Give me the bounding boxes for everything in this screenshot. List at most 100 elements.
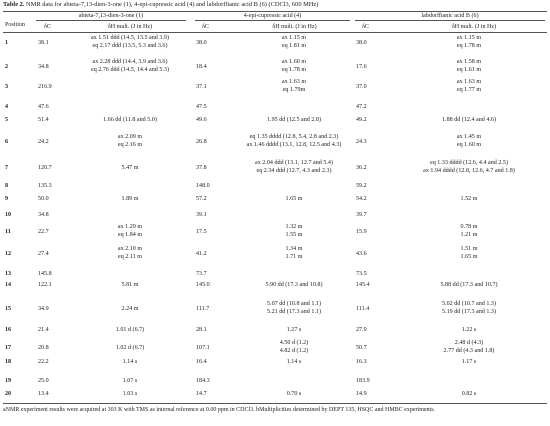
proton-shift: 4.50 d (1.2)	[279, 340, 309, 346]
carbon-shift: 120.7	[38, 165, 52, 171]
top-rule	[3, 11, 547, 12]
proton-shift: 5.81 m	[121, 282, 139, 288]
group-header: 4-epi-cupressic acid (4)	[243, 13, 302, 19]
proton-shift: eq 1.77 m	[456, 87, 482, 93]
carbon-shift: 49.2	[356, 117, 367, 123]
proton-shift: 1.66 dd (11.8 and 5.0)	[103, 117, 157, 123]
carbon-shift: 38.1	[38, 40, 49, 46]
carbon-shift: 34.8	[38, 64, 49, 70]
carbon-shift: 21.4	[38, 327, 49, 333]
proton-shift: ax 1.29 m	[117, 224, 143, 230]
proton-shift: 5.19 dd (17.3 and 1.3)	[442, 309, 496, 315]
row-position: 8	[5, 183, 9, 189]
proton-shift: ax 1.58 m	[456, 59, 482, 65]
carbon-shift: 37.0	[356, 84, 367, 90]
proton-shift: 0.70 s	[286, 391, 302, 397]
row-position: 4	[5, 104, 9, 110]
table-footnote: aNMR experiment results were acquired at…	[3, 407, 436, 413]
bottom-rule	[3, 403, 547, 404]
proton-shift: eq 1.78 m	[281, 67, 307, 73]
proton-shift: ax 2.09 m	[117, 134, 143, 140]
proton-shift: 1.51 m	[460, 246, 478, 252]
proton-shift: 5.90 dd (17.3 and 10.8)	[265, 282, 323, 288]
proton-shift: eq 1.84 m	[117, 232, 143, 238]
proton-shift: 1.14 s	[286, 359, 302, 365]
table-caption: Table 2. NMR data for abieta-7,13-dien-3…	[3, 1, 318, 9]
proton-shift: eq 2.76 ddd (14.5, 14.4 and 5.3)	[90, 67, 170, 73]
dc-header: δC	[362, 24, 369, 30]
proton-shift: 1.17 s	[461, 359, 477, 365]
proton-shift: 1.65 m	[460, 254, 478, 260]
carbon-shift: 39.1	[196, 212, 207, 218]
carbon-shift: 184.3	[196, 378, 210, 384]
proton-shift: eq 1.79m	[282, 87, 306, 93]
group-header: labdorffianic acid B (6)	[421, 13, 479, 19]
carbon-shift: 16.4	[196, 359, 207, 365]
carbon-shift: 135.3	[38, 183, 52, 189]
carbon-shift: 111.4	[356, 306, 370, 312]
carbon-shift: 50.7	[356, 345, 367, 351]
carbon-shift: 28.1	[196, 327, 207, 333]
proton-shift: eq 1.33 dddd (12.6, 4.4 and 2.5)	[429, 160, 509, 166]
proton-shift: 5.02 dd (10.7 and 1.3)	[442, 301, 496, 307]
carbon-shift: 51.4	[38, 117, 49, 123]
proton-shift: 2.77 dd (4.3 and 1.8)	[443, 348, 495, 354]
carbon-shift: 34.9	[38, 306, 49, 312]
row-position: 17	[5, 345, 12, 351]
row-position: 19	[5, 378, 12, 384]
proton-shift: ax 2.04 ddd (13.1, 12.7 and 5.4)	[254, 160, 334, 166]
caption-label: Table 2.	[3, 1, 25, 8]
proton-shift: ax 1.15 m	[281, 35, 307, 41]
proton-shift: eq 1.78 m	[456, 43, 482, 49]
proton-shift: 1.27 s	[286, 327, 302, 333]
proton-shift: ax 1.45 m	[456, 134, 482, 140]
carbon-shift: 14.7	[196, 391, 207, 397]
carbon-shift: 122.1	[38, 282, 52, 288]
carbon-shift: 107.1	[196, 345, 210, 351]
row-position: 14	[5, 282, 12, 288]
carbon-shift: 57.2	[196, 196, 207, 202]
proton-shift: 1.14 s	[122, 359, 138, 365]
row-position: 1	[5, 40, 9, 46]
row-position: 10	[5, 212, 12, 218]
carbon-shift: 24.2	[38, 139, 49, 145]
carbon-shift: 216.9	[38, 84, 52, 90]
row-position: 15	[5, 306, 12, 312]
carbon-shift: 34.8	[38, 212, 49, 218]
carbon-shift: 41.2	[196, 251, 207, 257]
proton-shift: 1.95 dd (12.5 and 2.8)	[267, 117, 321, 123]
proton-shift: 1.03 s	[122, 391, 138, 397]
carbon-shift: 145.8	[38, 271, 52, 277]
carbon-shift: 49.6	[196, 117, 207, 123]
proton-shift: 2.24 m	[121, 306, 139, 312]
group-rule-4	[195, 20, 350, 21]
dh-header: δH mult. (J in Hz)	[107, 24, 153, 30]
dh-header: δH mult. (J in Hz)	[451, 24, 497, 30]
proton-shift: eq 2.34 ddd (12.7, 4.3 and 2.3)	[256, 168, 332, 174]
dc-header: δC	[202, 24, 209, 30]
group-rule-6	[355, 20, 545, 21]
proton-shift: ax 1.60 m	[281, 59, 307, 65]
carbon-shift: 38.0	[196, 40, 207, 46]
carbon-shift: 17.5	[196, 229, 207, 235]
row-position: 9	[5, 196, 9, 202]
proton-shift: eq 1.61 m	[456, 67, 482, 73]
row-position: 16	[5, 327, 12, 333]
proton-shift: ax 2.10 m	[117, 246, 143, 252]
proton-shift: ax 1.63 m	[281, 79, 307, 85]
row-position: 3	[5, 84, 9, 90]
carbon-shift: 47.2	[356, 104, 367, 110]
proton-shift: 1.88 dd (12.4 and 4.6)	[442, 117, 496, 123]
carbon-shift: 17.6	[356, 64, 367, 70]
caption-text: NMR data for abieta-7,13-dien-3-one (1),…	[26, 1, 319, 8]
proton-shift: 1.07 s	[122, 378, 138, 384]
carbon-shift: 38.0	[356, 40, 367, 46]
carbon-shift: 15.9	[356, 229, 367, 235]
proton-shift: eq 1.60 m	[456, 142, 482, 148]
proton-shift: 2.48 d (4.3)	[454, 340, 484, 346]
carbon-shift: 27.9	[356, 327, 367, 333]
proton-shift: eq 1.81 m	[281, 43, 307, 49]
carbon-shift: 16.3	[356, 359, 367, 365]
proton-shift: 1.32 m	[285, 224, 303, 230]
